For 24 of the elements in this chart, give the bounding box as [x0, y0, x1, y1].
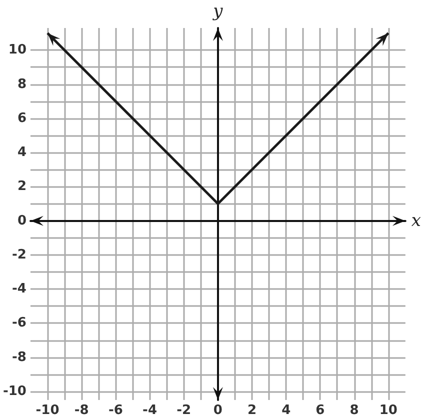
y-tick-label: -2: [12, 247, 26, 262]
x-tick-label: -2: [176, 403, 192, 417]
x-tick-label: 0: [213, 403, 222, 417]
x-tick-label: 2: [248, 403, 257, 417]
x-tick-label: 8: [350, 403, 359, 417]
y-tick-label: -8: [12, 350, 26, 365]
x-tick-label: -10: [36, 403, 60, 417]
y-tick-label: 8: [17, 76, 26, 92]
y-tick-label: -10: [2, 384, 26, 399]
x-tick-label: 6: [316, 403, 325, 417]
x-tick-label: -6: [108, 403, 123, 417]
y-tick-label: 0: [17, 213, 26, 228]
y-tick-label: 6: [17, 110, 26, 126]
y-tick-label: -4: [12, 282, 26, 297]
y-tick-label: 4: [17, 145, 26, 160]
x-tick-label: -4: [142, 403, 158, 417]
x-tick-label: 4: [282, 403, 291, 417]
y-axis-title: y: [212, 2, 224, 22]
y-tick-label: 10: [8, 42, 26, 58]
y-tick-label: -6: [12, 316, 26, 331]
x-tick-label: 10: [379, 403, 398, 417]
x-axis-title: x: [411, 210, 422, 231]
x-tick-label: -8: [74, 403, 89, 417]
y-tick-label: 2: [17, 179, 26, 194]
